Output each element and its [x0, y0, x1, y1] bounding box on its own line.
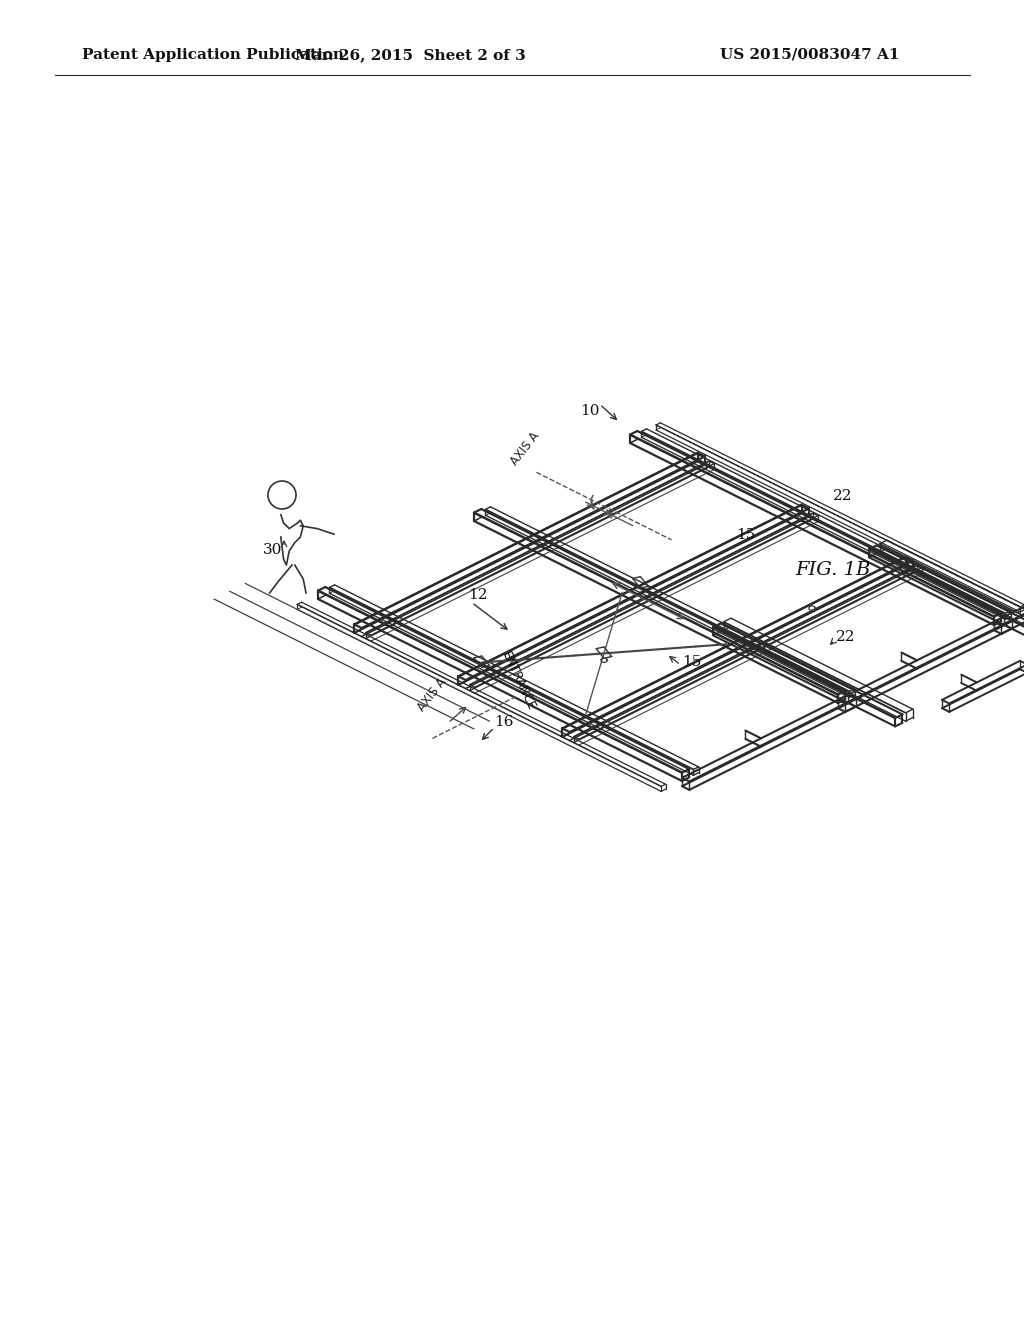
Text: 22: 22: [833, 490, 852, 503]
Text: 10: 10: [580, 404, 599, 418]
Text: 22: 22: [836, 630, 855, 644]
Text: ENTRANCE: ENTRANCE: [500, 649, 538, 713]
Text: FIG. 1B: FIG. 1B: [795, 561, 870, 579]
Text: 15: 15: [682, 655, 701, 669]
Text: 30: 30: [262, 544, 282, 557]
Text: Mar. 26, 2015  Sheet 2 of 3: Mar. 26, 2015 Sheet 2 of 3: [295, 48, 525, 62]
Text: AXIS A: AXIS A: [415, 676, 449, 714]
Text: US 2015/0083047 A1: US 2015/0083047 A1: [720, 48, 899, 62]
Text: 12: 12: [469, 589, 488, 602]
Text: AXIS A: AXIS A: [509, 429, 543, 469]
Text: 16: 16: [495, 715, 514, 730]
Text: Patent Application Publication: Patent Application Publication: [82, 48, 344, 62]
Text: 15: 15: [735, 528, 755, 541]
